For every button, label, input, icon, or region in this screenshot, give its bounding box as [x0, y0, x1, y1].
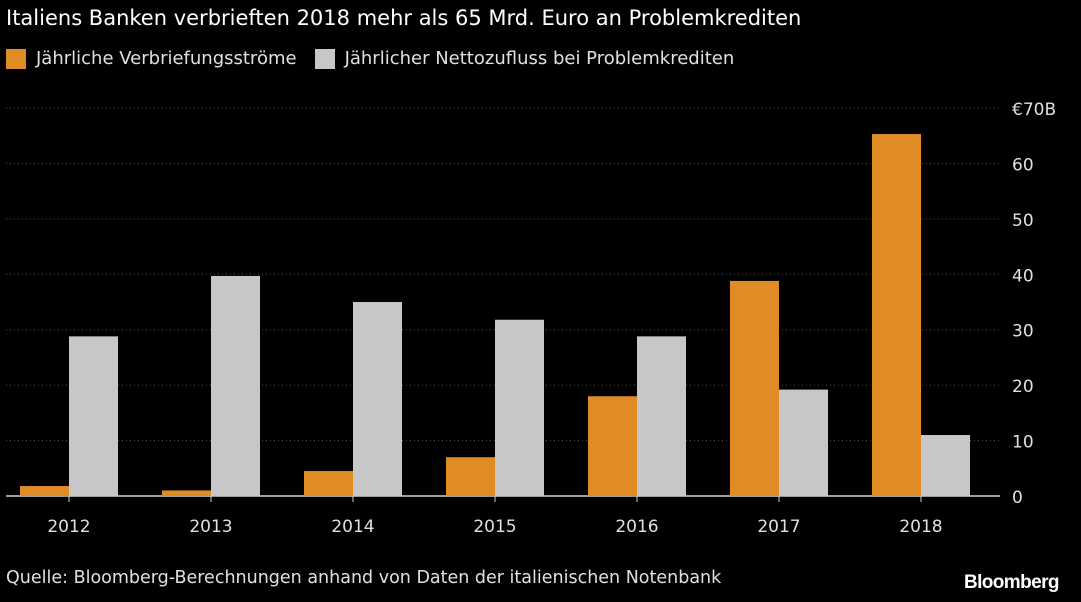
bloomberg-logo: Bloomberg: [964, 572, 1059, 593]
bar-nettozufluss-2018: [921, 435, 970, 496]
bar-nettozufluss-2016: [637, 336, 686, 496]
y-tick-label: 30: [1012, 322, 1034, 342]
y-tick-label: 60: [1012, 155, 1034, 175]
y-tick-label: 20: [1012, 377, 1034, 397]
y-tick-label: 50: [1012, 211, 1034, 231]
x-tick-label: 2017: [757, 517, 800, 537]
bar-nettozufluss-2015: [495, 319, 544, 496]
bar-nettozufluss-2012: [69, 336, 118, 496]
legend-label-verbriefung: Jährliche Verbriefungsströme: [36, 48, 297, 69]
bar-nettozufluss-2017: [779, 389, 828, 496]
x-tick-label: 2018: [899, 517, 942, 537]
x-tick-label: 2016: [615, 517, 658, 537]
legend-swatch-orange: [6, 48, 26, 69]
y-tick-label: 40: [1012, 266, 1034, 286]
bar-verbriefung-2013: [162, 490, 211, 496]
legend-item-nettozufluss: Jährlicher Nettozufluss bei Problemkredi…: [314, 48, 735, 69]
x-tick-label: 2014: [331, 517, 374, 537]
legend-label-nettozufluss: Jährlicher Nettozufluss bei Problemkredi…: [344, 48, 735, 69]
chart-title: Italiens Banken verbrieften 2018 mehr al…: [6, 6, 802, 30]
y-tick-label: 0: [1012, 488, 1023, 508]
bar-nettozufluss-2014: [353, 302, 402, 496]
y-tick-label: €70B: [1012, 100, 1056, 120]
x-tick-label: 2015: [473, 517, 516, 537]
legend-item-verbriefung: Jährliche Verbriefungsströme: [6, 48, 297, 69]
bar-verbriefung-2018: [872, 134, 921, 496]
y-tick-label: 10: [1012, 433, 1034, 453]
bar-verbriefung-2015: [446, 457, 495, 496]
x-tick-label: 2013: [189, 517, 232, 537]
bar-verbriefung-2016: [588, 396, 637, 496]
bar-nettozufluss-2013: [211, 275, 260, 496]
bar-verbriefung-2017: [730, 280, 779, 496]
x-tick-label: 2012: [47, 517, 90, 537]
chart-legend: Jährliche Verbriefungsströme Jährlicher …: [6, 48, 752, 69]
bar-verbriefung-2012: [20, 486, 69, 496]
source-note: Quelle: Bloomberg-Berechnungen anhand vo…: [6, 568, 722, 588]
bar-verbriefung-2014: [304, 471, 353, 496]
legend-swatch-gray: [314, 48, 335, 69]
